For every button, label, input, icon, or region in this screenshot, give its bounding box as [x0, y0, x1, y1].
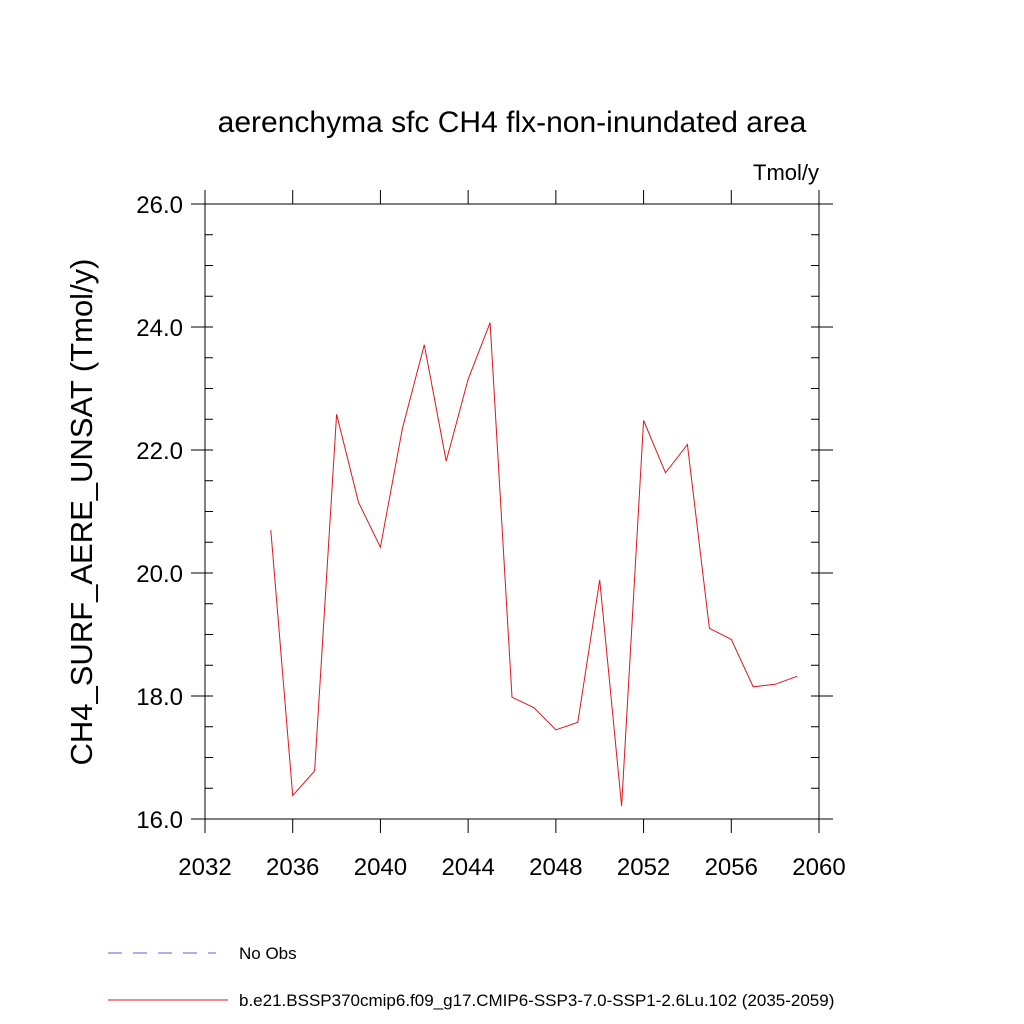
y-tick-label-22.0: 22.0 — [136, 438, 183, 465]
y-tick-label-16.0: 16.0 — [136, 807, 183, 834]
y-tick-label-26.0: 26.0 — [136, 192, 183, 219]
x-tick-label-2060: 2060 — [792, 854, 845, 881]
x-tick-label-2036: 2036 — [266, 854, 319, 881]
units-label: Tmol/y — [753, 160, 819, 185]
x-tick-label-2052: 2052 — [617, 854, 670, 881]
plot-frame — [204, 203, 820, 820]
y-tick-label-20.0: 20.0 — [136, 561, 183, 588]
y-axis-label: CH4_SURF_AERE_UNSAT (Tmol/y) — [64, 258, 99, 765]
x-tick-label-2032: 2032 — [178, 854, 231, 881]
legend-label-no-obs: No Obs — [239, 944, 297, 963]
series-layer — [270, 322, 798, 807]
series-line-0 — [270, 322, 798, 807]
y-tick-label-24.0: 24.0 — [136, 315, 183, 342]
chart-title: aerenchyma sfc CH4 flx-non-inundated are… — [218, 106, 807, 139]
x-tick-label-2040: 2040 — [354, 854, 407, 881]
x-tick-label-2044: 2044 — [441, 854, 494, 881]
tick-labels: 2032 2036 2040 2044 2048 2052 2056 2060 16.0 18.0… — [136, 192, 845, 881]
y-tick-label-18.0: 18.0 — [136, 684, 183, 711]
legend: No Obs b.e21.BSSP370cmip6.f09_g17.CMIP6-… — [108, 944, 834, 1010]
axis-ticks — [191, 190, 833, 833]
x-tick-label-2048: 2048 — [529, 854, 582, 881]
legend-label-model-run: b.e21.BSSP370cmip6.f09_g17.CMIP6-SSP3-7.… — [239, 991, 834, 1010]
x-tick-label-2056: 2056 — [705, 854, 758, 881]
